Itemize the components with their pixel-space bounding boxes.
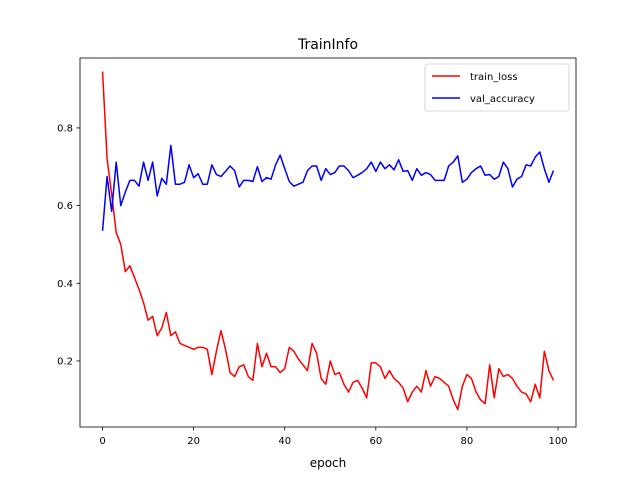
x-tick-label: 100 (548, 436, 567, 447)
series-layer (101, 71, 555, 411)
x-tick-label: 0 (99, 436, 105, 447)
legend-box (424, 63, 570, 112)
legend-label-val_accuracy: val_accuracy (470, 94, 535, 105)
y-tick-label: 0.4 (57, 279, 73, 290)
chart-title: TrainInfo (297, 37, 358, 53)
y-tick-label: 0.2 (57, 357, 73, 368)
y-tick-label: 0.8 (57, 124, 73, 135)
legend-label-train_loss: train_loss (470, 72, 518, 83)
y-tick-label: 0.6 (57, 201, 73, 212)
legend: train_loss val_accuracy (424, 63, 570, 112)
axes-layer: 0 20 40 60 80 100 0.2 0.4 0.6 0.8 (57, 57, 577, 447)
x-tick-label: 60 (369, 436, 382, 447)
series-line-val_accuracy (101, 144, 555, 231)
x-tick-label: 80 (461, 436, 474, 447)
x-axis-label: epoch (310, 456, 347, 470)
axes-frame (79, 57, 577, 428)
x-tick-label: 40 (278, 436, 291, 447)
series-line-train_loss (101, 71, 555, 411)
x-tick-label: 20 (187, 436, 200, 447)
